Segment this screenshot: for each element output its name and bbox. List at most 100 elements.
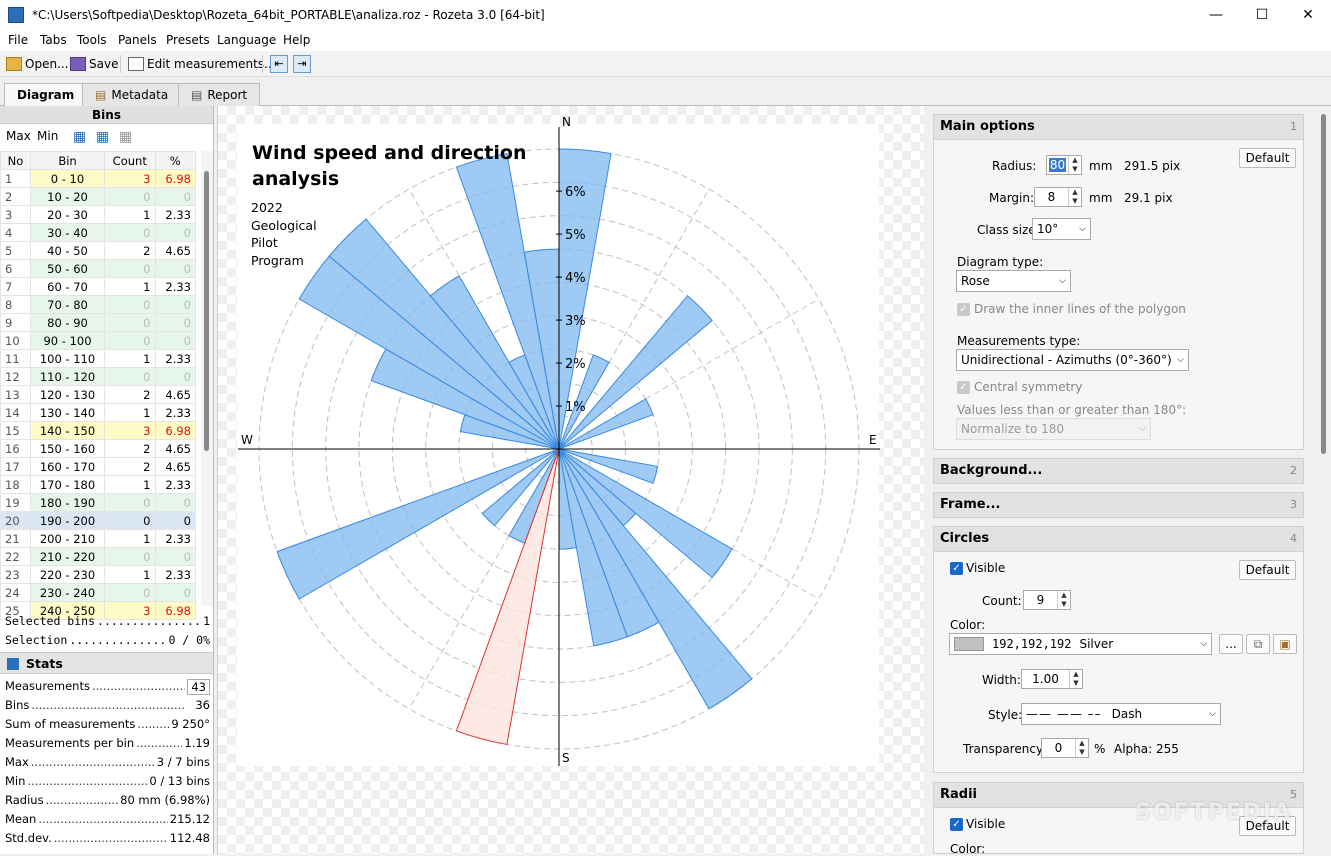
table-row[interactable]: 17 160 - 170 2 4.65 (0, 457, 196, 476)
table-row[interactable]: 22 210 - 220 0 0 (0, 547, 196, 566)
radii-visible-checkbox[interactable]: ✓ (950, 818, 963, 831)
max-button[interactable]: Max (6, 129, 31, 143)
table-row[interactable]: 3 20 - 30 1 2.33 (0, 205, 196, 224)
circles-visible-checkbox[interactable]: ✓ (950, 562, 963, 575)
table-row[interactable]: 8 70 - 80 0 0 (0, 295, 196, 314)
radius-stepper[interactable]: 80 ▲ ▼ (1046, 155, 1082, 175)
rose-diagram[interactable]: 1% 2% 3% 4% 5% 6% N S E W (218, 106, 925, 854)
table-row[interactable]: 11 100 - 110 1 2.33 (0, 349, 196, 368)
spin-arrows-icon[interactable]: ▲ ▼ (1068, 156, 1081, 174)
menu-tools[interactable]: Tools (77, 33, 107, 47)
table-row[interactable]: 18 170 - 180 1 2.33 (0, 475, 196, 494)
class-size-select[interactable]: 10° ⌵ (1032, 218, 1091, 240)
min-button[interactable]: Min (37, 129, 59, 143)
scrollbar-thumb[interactable] (1321, 114, 1326, 454)
col-count[interactable]: Count (104, 151, 156, 170)
table-row[interactable]: 14 130 - 140 1 2.33 (0, 403, 196, 422)
table-row[interactable]: 21 200 - 210 1 2.33 (0, 529, 196, 548)
table-row[interactable]: 6 50 - 60 0 0 (0, 259, 196, 278)
paste-icon[interactable]: ▣ (1273, 634, 1297, 654)
stat-label: Mean (5, 812, 37, 826)
transparency-stepper[interactable]: 0 ▲ ▼ (1041, 738, 1089, 758)
col-bin[interactable]: Bin (30, 151, 105, 170)
table-row[interactable]: 2 10 - 20 0 0 (0, 187, 196, 206)
radii-default-button[interactable]: Default (1239, 816, 1296, 836)
table-row[interactable]: 16 150 - 160 2 4.65 (0, 439, 196, 458)
grid-view-icon[interactable]: ▦ (73, 129, 87, 145)
save-button[interactable]: Save (70, 54, 118, 74)
table-row[interactable]: 15 140 - 150 3 6.98 (0, 421, 196, 440)
inner-lines-checkbox[interactable]: ✓ (957, 303, 970, 316)
circles-header[interactable]: Circles 4 (933, 526, 1304, 552)
margin-value[interactable]: 8 (1047, 190, 1056, 204)
menu-presets[interactable]: Presets (166, 33, 210, 47)
tab-metadata[interactable]: ▤ Metadata (82, 83, 182, 107)
radius-value[interactable]: 80 (1049, 158, 1066, 172)
copy-icon[interactable]: ⧉ (1246, 634, 1270, 654)
stat-value[interactable]: 43 (187, 679, 210, 695)
table-row[interactable]: 24 230 - 240 0 0 (0, 583, 196, 602)
spin-arrows-icon[interactable]: ▲ ▼ (1057, 591, 1070, 609)
table-row[interactable]: 9 80 - 90 0 0 (0, 313, 196, 332)
collapse-right-icon[interactable]: ⇥ (293, 55, 311, 73)
stats-icon (7, 658, 19, 670)
central-symmetry-checkbox[interactable]: ✓ (957, 381, 970, 394)
spin-arrows-icon[interactable]: ▲ ▼ (1075, 739, 1088, 757)
col-percent[interactable]: % (154, 151, 196, 170)
grid-clear-icon[interactable]: ▦ (119, 129, 133, 145)
style-select[interactable]: —— —— –– Dash ⌵ (1021, 703, 1221, 725)
edit-measurements-button[interactable]: Edit measurements... (128, 54, 275, 74)
table-row[interactable]: 23 220 - 230 1 2.33 (0, 565, 196, 584)
diagram-canvas[interactable]: 1% 2% 3% 4% 5% 6% N S E W Wind speed and directio… (217, 106, 924, 854)
menu-panels[interactable]: Panels (118, 33, 157, 47)
table-row[interactable]: 5 40 - 50 2 4.65 (0, 241, 196, 260)
open-button[interactable]: Open... (6, 54, 69, 74)
transparency-value[interactable]: 0 (1054, 741, 1063, 755)
radii-body: ✓ Visible Default Color: (933, 808, 1304, 856)
width-stepper[interactable]: 1.00 ▲ ▼ (1021, 669, 1083, 689)
radii-header[interactable]: Radii 5 (933, 782, 1304, 808)
options-scrollbar[interactable] (1317, 106, 1331, 854)
menu-file[interactable]: File (8, 33, 29, 47)
table-row[interactable]: 13 120 - 130 2 4.65 (0, 385, 196, 404)
default-button[interactable]: Default (1239, 148, 1296, 168)
color-select[interactable]: 192,192,192 Silver ⌵ (949, 633, 1212, 655)
tab-report[interactable]: ▤ Report (178, 83, 261, 107)
table-row[interactable]: 10 90 - 100 0 0 (0, 331, 196, 350)
maximize-button[interactable]: ☐ (1255, 7, 1269, 23)
spin-arrows-icon[interactable]: ▲ ▼ (1068, 188, 1081, 206)
diagram-type-select[interactable]: Rose ⌵ (956, 270, 1071, 292)
stats-header[interactable]: Stats (0, 652, 213, 674)
table-row[interactable]: 20 190 - 200 0 0 (0, 511, 196, 530)
menu-help[interactable]: Help (283, 33, 311, 47)
count-value[interactable]: 9 (1036, 593, 1045, 607)
tab-diagram[interactable]: Diagram (4, 83, 88, 108)
table-row[interactable]: 25 240 - 250 3 6.98 (0, 601, 196, 620)
table-row[interactable]: 12 110 - 120 0 0 (0, 367, 196, 386)
frame-header[interactable]: Frame... 3 (933, 492, 1304, 518)
bins-scrollbar[interactable] (201, 151, 213, 606)
main-options-header[interactable]: Main options 1 (933, 114, 1304, 140)
close-button[interactable]: ✕ (1302, 7, 1314, 23)
menu-language[interactable]: Language (217, 33, 277, 47)
minimize-button[interactable]: — (1209, 7, 1223, 23)
circles-default-button[interactable]: Default (1239, 560, 1296, 580)
grid-select-icon[interactable]: ▦ (96, 129, 110, 145)
menu-tabs[interactable]: Tabs (40, 33, 67, 47)
count-stepper[interactable]: 9 ▲ ▼ (1023, 590, 1071, 610)
scrollbar-thumb[interactable] (204, 171, 209, 451)
color-picker-button[interactable]: ... (1219, 634, 1243, 654)
table-row[interactable]: 4 30 - 40 0 0 (0, 223, 196, 242)
measurements-type-select[interactable]: Unidirectional - Azimuths (0°-360°) ⌵ (956, 349, 1189, 371)
width-value[interactable]: 1.00 (1032, 672, 1059, 686)
bin-count: 0 (104, 295, 156, 314)
collapse-left-icon[interactable]: ⇤ (270, 55, 288, 73)
spin-arrows-icon[interactable]: ▲ ▼ (1069, 670, 1082, 688)
margin-stepper[interactable]: 8 ▲ ▼ (1034, 187, 1082, 207)
table-row[interactable]: 7 60 - 70 1 2.33 (0, 277, 196, 296)
col-no[interactable]: No (0, 151, 31, 170)
table-row[interactable]: 19 180 - 190 0 0 (0, 493, 196, 512)
background-header[interactable]: Background... 2 (933, 458, 1304, 484)
values-select[interactable]: Normalize to 180 ⌵ (956, 418, 1151, 440)
